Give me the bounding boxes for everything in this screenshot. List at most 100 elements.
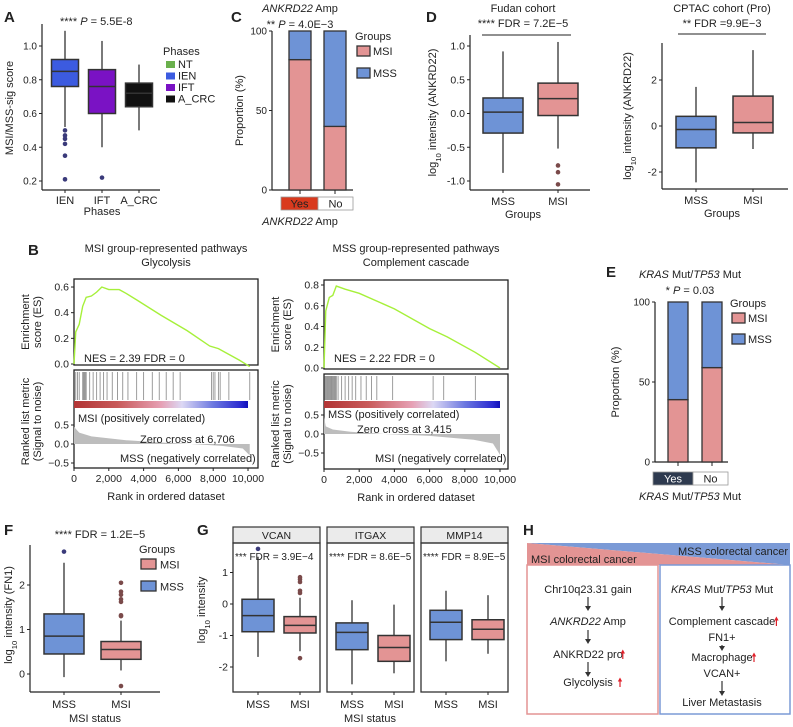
x-tick-label: MSS — [52, 699, 76, 711]
legend-label: MSI — [373, 46, 393, 58]
down-arrow-icon — [719, 645, 725, 651]
legend-title: Groups — [355, 31, 392, 43]
stat-label: * P = 0.03 — [666, 285, 715, 297]
y-tick-label: 0 — [261, 186, 267, 197]
y-tick-label: 0.5 — [304, 410, 319, 422]
mss-box — [659, 564, 791, 715]
pathway-step: FN1+ — [708, 632, 735, 644]
outlier-point — [61, 549, 67, 554]
legend-swatch — [166, 72, 175, 80]
legend-swatch — [166, 61, 175, 68]
x-axis-title: Groups — [505, 209, 542, 221]
legend-swatch — [356, 45, 371, 57]
outlier-point — [62, 153, 68, 158]
x-tick-label: MSI — [384, 699, 404, 711]
bar-mss — [288, 30, 312, 61]
x-tick-label: IEN — [56, 195, 74, 207]
legend-swatch — [140, 580, 157, 592]
bar-mss — [667, 301, 689, 401]
stat-label: **** P = 5.5E-8 — [60, 16, 132, 28]
x-tick-label: 0 — [321, 474, 327, 486]
y-tick-label: 0.2 — [54, 333, 69, 345]
bar-mss — [323, 30, 347, 128]
label-part: log — [427, 162, 439, 177]
x-tick-label: 2,000 — [96, 473, 122, 485]
legend-label: MSS — [160, 582, 184, 594]
legend-swatch — [731, 312, 746, 324]
label-part: VCAN+ — [704, 668, 741, 680]
iqr-box — [732, 95, 774, 134]
y-tick-label: 50 — [639, 378, 651, 389]
legend-label: MSI — [748, 313, 768, 325]
outlier-point — [297, 655, 303, 661]
y-tick-label: 100 — [250, 27, 267, 38]
outlier-point — [255, 546, 261, 552]
facet-frame — [232, 542, 321, 693]
y-axis-title: log10 intensity (ANKRD22) — [622, 52, 638, 180]
facet-title: MMP14 — [446, 530, 482, 542]
zero-cross-label: Zero cross at 3,415 — [357, 424, 452, 436]
y-tick-label: 0.2 — [304, 342, 319, 354]
positive-correlation-label: MSS (positively correlated) — [328, 409, 459, 421]
y-axis-title: Ranked list metric — [20, 377, 32, 465]
arrow-head — [617, 677, 623, 682]
x-tick-label: MSS — [491, 196, 515, 208]
x-tick-label: MSS — [434, 699, 458, 711]
legend-swatch — [356, 67, 371, 79]
legend-title: Phases — [163, 46, 200, 58]
nes-label: NES = 2.39 FDR = 0 — [84, 353, 185, 365]
label-part: * — [666, 285, 673, 297]
red-up-arrow-icon — [774, 616, 779, 626]
label-part: ANKRD22 pro — [553, 649, 623, 661]
box-ien — [50, 30, 80, 182]
box-msi — [471, 595, 505, 654]
x-tick-label: 0 — [71, 473, 77, 485]
rank-frame — [73, 369, 259, 469]
y-tick-label: 0.8 — [23, 75, 37, 86]
y-tick-label: 0.4 — [304, 321, 319, 333]
arrow-head — [585, 606, 591, 611]
y-tick-label: 0.5 — [54, 420, 69, 432]
label-part: Glycolysis — [563, 677, 613, 689]
label-part: = 4.0E−3 — [286, 19, 334, 31]
label-part: P — [673, 285, 681, 297]
y-tick-label: 1.0 — [450, 41, 465, 53]
box-mss — [429, 590, 463, 662]
chart-title: ANKRD22 Amp — [261, 3, 338, 15]
y-tick-label: 0 — [222, 599, 228, 611]
outlier-point — [118, 596, 124, 602]
panel-letter: D — [426, 9, 437, 26]
iqr-box — [87, 68, 117, 115]
label-part: Mut — [720, 491, 741, 503]
x-axis-title: Phases — [84, 206, 121, 218]
y-tick-label: 0.5 — [450, 74, 465, 86]
x-tick-label: No — [703, 474, 717, 486]
x-axis-title: ANKRD22 Amp — [261, 216, 338, 228]
label-part: KRAS — [639, 491, 670, 503]
y-axis-title: log10 intensity — [196, 576, 212, 643]
chart-subtitle: Glycolysis — [141, 257, 191, 269]
pathway-step: Glycolysis — [563, 677, 613, 689]
label-part: log — [3, 649, 15, 664]
legend-label: IEN — [178, 71, 196, 83]
label-part: Macrophage — [691, 652, 752, 664]
label-part: 10 — [629, 157, 638, 166]
y-axis-title: (Signal to noise) — [32, 382, 44, 462]
arrow-head — [585, 639, 591, 644]
rank-color-bar — [74, 401, 248, 408]
stat-label: ** P = 4.0E−3 — [267, 19, 334, 31]
outlier-point — [62, 136, 68, 142]
x-tick-label: IFT — [94, 195, 111, 207]
chart-title: KRAS Mut/TP53 Mut — [639, 269, 741, 281]
label-part: log — [196, 629, 208, 644]
red-up-arrow-icon — [751, 652, 757, 662]
panel-letter: H — [523, 522, 534, 539]
label-part: intensity — [196, 576, 208, 620]
ranked-metric-area — [324, 416, 500, 455]
category-no-box — [317, 196, 354, 211]
label-part: = 0.03 — [680, 285, 714, 297]
label-part: P — [80, 16, 88, 28]
outlier-point — [62, 141, 68, 147]
y-tick-label: 1 — [19, 624, 25, 636]
box-a_crc — [124, 64, 154, 131]
